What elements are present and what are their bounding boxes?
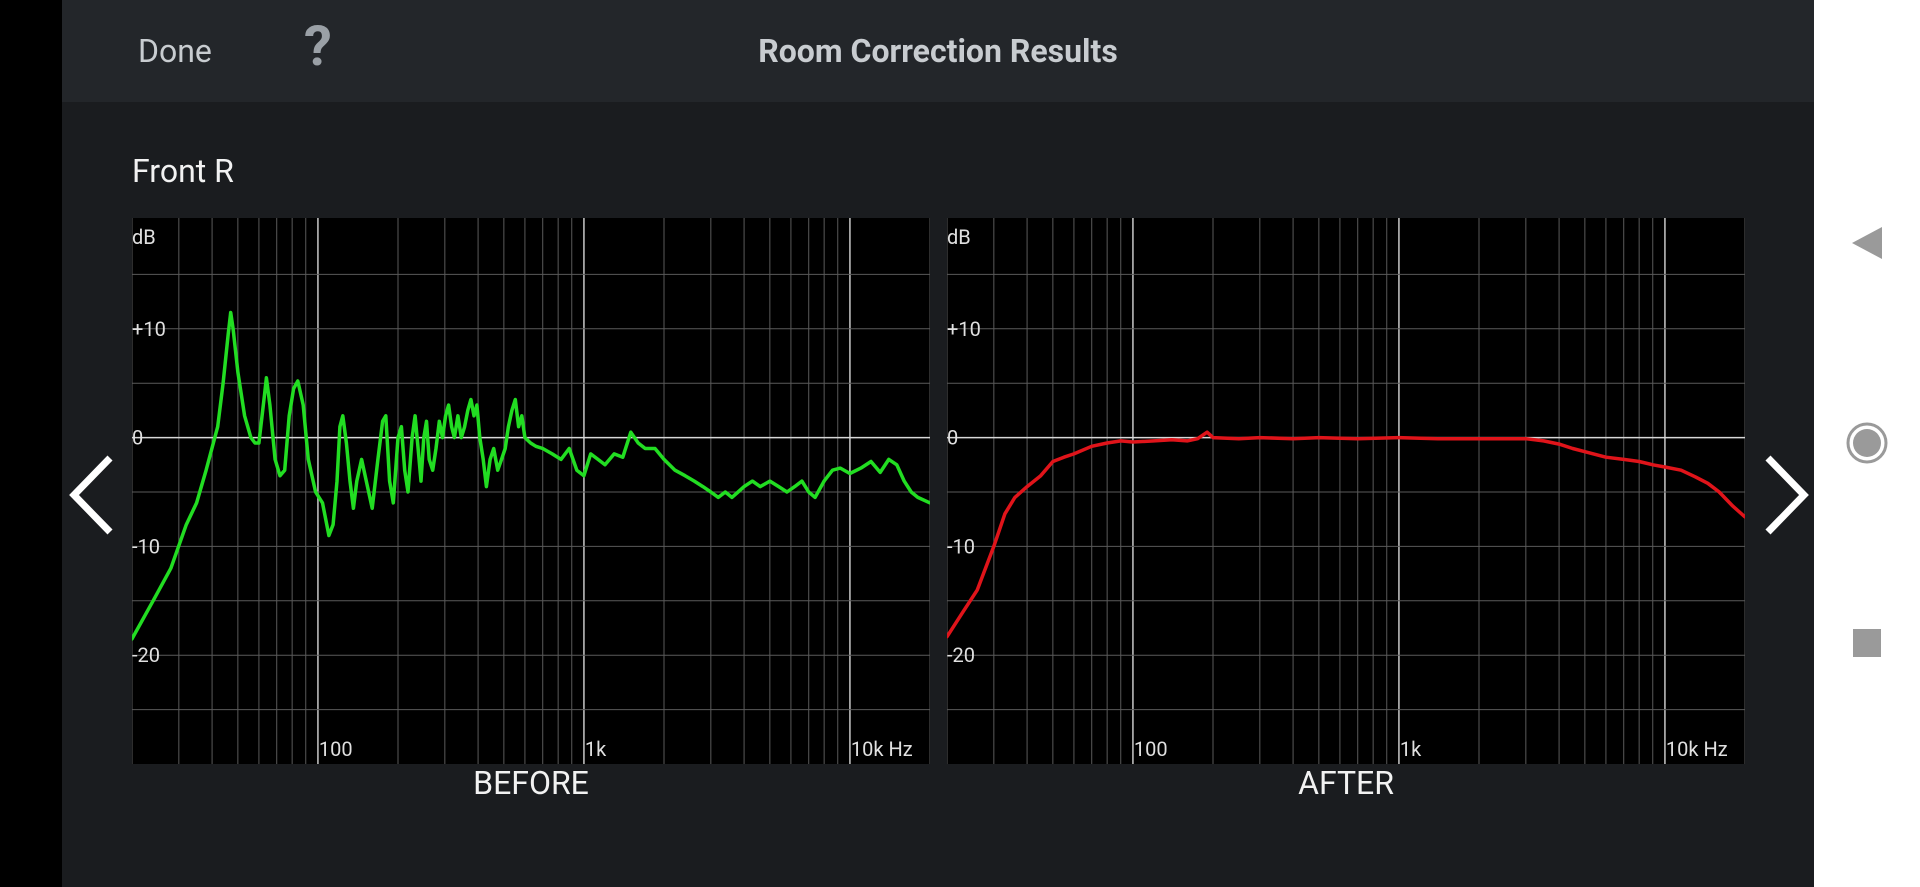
before-plot-area — [132, 218, 930, 764]
after-chart: dB +10 0 -10 -20 100 1k 10k Hz — [947, 218, 1745, 764]
chevron-left-icon[interactable] — [66, 450, 126, 540]
after-y-tick-label: -20 — [947, 643, 975, 667]
after-x-tick-label: 10k Hz — [1666, 737, 1728, 761]
before-y-tick-label: +10 — [132, 317, 166, 341]
after-y-tick-label: -10 — [947, 534, 975, 558]
after-chart-title: AFTER — [1298, 764, 1394, 802]
left-system-bar — [0, 0, 62, 887]
system-navigation-bar — [1814, 0, 1920, 887]
done-button[interactable]: Done — [138, 32, 212, 70]
before-y-tick-label: -20 — [132, 643, 160, 667]
after-y-tick-label: +10 — [947, 317, 981, 341]
before-grid — [132, 218, 930, 764]
before-y-tick-label: 0 — [132, 426, 143, 450]
recents-square-icon[interactable] — [1832, 608, 1902, 678]
after-y-tick-label: 0 — [947, 426, 958, 450]
after-response-curve — [947, 430, 1745, 639]
before-response-curve — [132, 310, 930, 641]
help-button[interactable]: ? — [304, 13, 332, 79]
page-title: Room Correction Results — [758, 32, 1118, 70]
before-x-tick-label: 1k — [585, 737, 607, 761]
after-x-tick-label: 100 — [1134, 737, 1168, 761]
before-x-tick-label: 10k Hz — [851, 737, 913, 761]
before-x-tick-label: 100 — [319, 737, 353, 761]
after-x-tick-label: 1k — [1400, 737, 1422, 761]
before-y-axis-label: dB — [132, 225, 156, 249]
header-bar: Done ? Room Correction Results — [62, 0, 1814, 102]
before-y-tick-label: -10 — [132, 534, 160, 558]
back-triangle-icon[interactable] — [1832, 208, 1902, 278]
chevron-right-icon[interactable] — [1752, 450, 1812, 540]
before-chart: dB +10 0 -10 -20 100 1k 10k Hz — [132, 218, 930, 764]
channel-label: Front R — [132, 152, 234, 190]
after-plot-area — [947, 218, 1745, 764]
before-chart-title: BEFORE — [473, 764, 589, 802]
after-y-axis-label: dB — [947, 225, 971, 249]
home-circle-icon[interactable] — [1832, 408, 1902, 478]
